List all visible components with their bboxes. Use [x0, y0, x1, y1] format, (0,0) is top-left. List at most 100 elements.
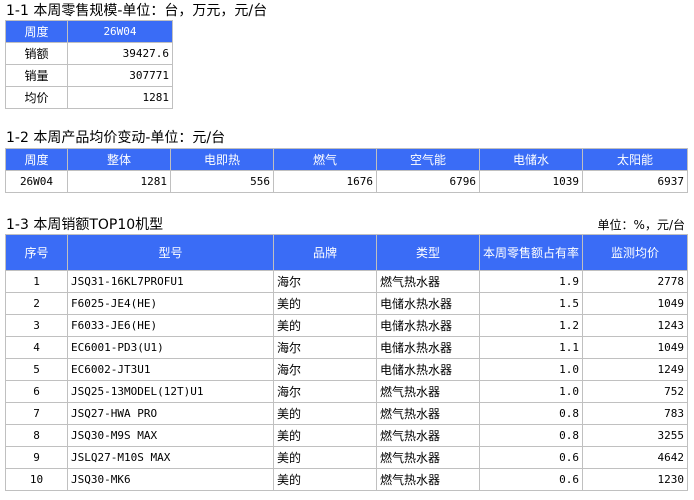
table-row: 8 JSQ30-M9S MAX 美的 燃气热水器 0.8 3255	[5, 424, 688, 447]
cell: 海尔	[273, 380, 377, 403]
cell: 燃气热水器	[376, 446, 480, 469]
column-header: 品牌	[273, 234, 377, 271]
header-week-value: 26W04	[67, 20, 173, 43]
column-header: 周度	[5, 148, 68, 171]
cell: JSLQ27-M10S MAX	[67, 446, 274, 469]
cell: 燃气热水器	[376, 270, 480, 293]
cell: 1.0	[479, 380, 583, 403]
row-label: 销量	[5, 64, 68, 87]
section-1-title: 1-1 本周零售规模-单位：台，万元，元/台	[6, 3, 268, 19]
cell: 6937	[582, 170, 688, 193]
cell: JSQ31-16KL7PROFU1	[67, 270, 274, 293]
cell: 5	[5, 358, 68, 381]
table-row: 10 JSQ30-MK6 美的 燃气热水器 0.6 1230	[5, 468, 688, 491]
cell: 1.2	[479, 314, 583, 337]
cell: 电储水热水器	[376, 358, 480, 381]
section-3-title: 1-3 本周销额TOP10机型	[6, 217, 164, 233]
cell: 3	[5, 314, 68, 337]
table-row: 6 JSQ25-13MODEL(12T)U1 海尔 燃气热水器 1.0 752	[5, 380, 688, 403]
cell: 2778	[582, 270, 688, 293]
cell: EC6002-JT3U1	[67, 358, 274, 381]
top10-models-table: 序号 型号 品牌 类型 本周零售额占有率 监测均价 1 JSQ31-16KL7PROFU1 海…	[5, 234, 688, 491]
cell: 1.1	[479, 336, 583, 359]
cell: 9	[5, 446, 68, 469]
table-row: 1 JSQ31-16KL7PROFU1 海尔 燃气热水器 1.9 2778	[5, 270, 688, 293]
column-header: 空气能	[376, 148, 480, 171]
cell: 1	[5, 270, 68, 293]
row-value: 1281	[67, 86, 173, 109]
cell: 6	[5, 380, 68, 403]
cell: 美的	[273, 292, 377, 315]
column-header: 本周零售额占有率	[479, 234, 583, 271]
cell: 1243	[582, 314, 688, 337]
column-header: 电即热	[170, 148, 274, 171]
table-row: 4 EC6001-PD3(U1) 海尔 电储水热水器 1.1 1049	[5, 336, 688, 359]
cell: 燃气热水器	[376, 424, 480, 447]
cell: 海尔	[273, 358, 377, 381]
cell: JSQ30-M9S MAX	[67, 424, 274, 447]
unit-label: 单位：%，元/台	[597, 218, 685, 232]
row-label: 均价	[5, 86, 68, 109]
cell: JSQ25-13MODEL(12T)U1	[67, 380, 274, 403]
cell: 电储水热水器	[376, 292, 480, 315]
cell: 6796	[376, 170, 480, 193]
row-label: 销额	[5, 42, 68, 65]
cell: 燃气热水器	[376, 380, 480, 403]
cell: 10	[5, 468, 68, 491]
cell: 美的	[273, 468, 377, 491]
cell: 3255	[582, 424, 688, 447]
cell: 1.5	[479, 292, 583, 315]
cell: JSQ30-MK6	[67, 468, 274, 491]
table-row: 均价 1281	[5, 86, 173, 109]
column-header: 电储水	[479, 148, 583, 171]
header-week: 周度	[5, 20, 68, 43]
table-row: 销额 39427.6	[5, 42, 173, 65]
table-row: 2 F6025-JE4(HE) 美的 电储水热水器 1.5 1049	[5, 292, 688, 315]
cell: 8	[5, 424, 68, 447]
table-row: 7 JSQ27-HWA PRO 美的 燃气热水器 0.8 783	[5, 402, 688, 425]
cell: 1.9	[479, 270, 583, 293]
column-header: 太阳能	[582, 148, 688, 171]
column-header: 序号	[5, 234, 68, 271]
cell: 4	[5, 336, 68, 359]
cell: 电储水热水器	[376, 336, 480, 359]
cell: 1.0	[479, 358, 583, 381]
cell: 0.8	[479, 402, 583, 425]
cell: 2	[5, 292, 68, 315]
cell: 美的	[273, 424, 377, 447]
cell: 0.8	[479, 424, 583, 447]
cell: F6025-JE4(HE)	[67, 292, 274, 315]
cell: 美的	[273, 314, 377, 337]
table-row: 9 JSLQ27-M10S MAX 美的 燃气热水器 0.6 4642	[5, 446, 688, 469]
column-header: 整体	[67, 148, 171, 171]
cell: 1049	[582, 336, 688, 359]
cell: 0.6	[479, 468, 583, 491]
cell: 7	[5, 402, 68, 425]
table-row: 3 F6033-JE6(HE) 美的 电储水热水器 1.2 1243	[5, 314, 688, 337]
cell: 燃气热水器	[376, 402, 480, 425]
column-header: 燃气	[273, 148, 377, 171]
table-row: 销量 307771	[5, 64, 173, 87]
row-value: 39427.6	[67, 42, 173, 65]
cell: 海尔	[273, 270, 377, 293]
cell: 1676	[273, 170, 377, 193]
cell: 美的	[273, 446, 377, 469]
avg-price-table: 周度 整体 电即热 燃气 空气能 电储水 太阳能 26W04 1281 556 1676 6796 10…	[5, 148, 688, 193]
column-header: 类型	[376, 234, 480, 271]
cell: 0.6	[479, 446, 583, 469]
column-header: 监测均价	[582, 234, 688, 271]
section-2-title: 1-2 本周产品均价变动-单位：元/台	[6, 130, 226, 146]
cell: 电储水热水器	[376, 314, 480, 337]
cell: 美的	[273, 402, 377, 425]
cell: 1230	[582, 468, 688, 491]
cell: 26W04	[5, 170, 68, 193]
row-value: 307771	[67, 64, 173, 87]
cell: 燃气热水器	[376, 468, 480, 491]
retail-scale-table: 周度 26W04 销额 39427.6 销量 307771 均价 1281	[5, 20, 173, 109]
cell: 1039	[479, 170, 583, 193]
cell: 783	[582, 402, 688, 425]
cell: EC6001-PD3(U1)	[67, 336, 274, 359]
cell: 1281	[67, 170, 171, 193]
cell: F6033-JE6(HE)	[67, 314, 274, 337]
cell: JSQ27-HWA PRO	[67, 402, 274, 425]
